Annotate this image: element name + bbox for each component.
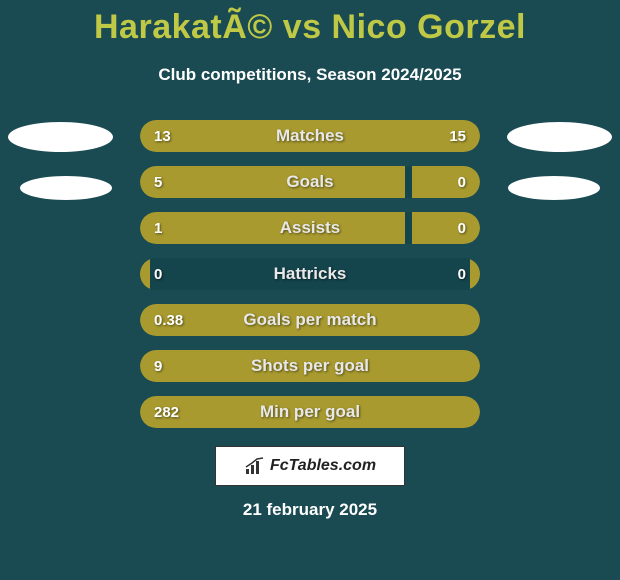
- stat-label: Assists: [140, 212, 480, 244]
- season-subtitle: Club competitions, Season 2024/2025: [0, 65, 620, 85]
- stat-label: Min per goal: [140, 396, 480, 428]
- stat-label: Matches: [140, 120, 480, 152]
- stat-row: 0.38Goals per match: [140, 304, 480, 336]
- chart-icon: [244, 457, 266, 475]
- player1-badge-top: [8, 122, 113, 152]
- player1-badge-bottom: [20, 176, 112, 200]
- stat-row: 5Goals0: [140, 166, 480, 198]
- stat-row: 282Min per goal: [140, 396, 480, 428]
- player2-badge-bottom: [508, 176, 600, 200]
- stat-label: Goals: [140, 166, 480, 198]
- stats-bars: 13Matches155Goals01Assists00Hattricks00.…: [140, 120, 480, 442]
- comparison-date: 21 february 2025: [0, 500, 620, 520]
- logo-text: FcTables.com: [270, 457, 376, 475]
- stat-label: Goals per match: [140, 304, 480, 336]
- comparison-title: HarakatÃ© vs Nico Gorzel: [0, 0, 620, 47]
- stat-row: 9Shots per goal: [140, 350, 480, 382]
- fctables-logo: FcTables.com: [215, 446, 405, 486]
- stat-right-value: 15: [449, 120, 466, 152]
- stat-row: 0Hattricks0: [140, 258, 480, 290]
- stat-row: 1Assists0: [140, 212, 480, 244]
- player2-badge-top: [507, 122, 612, 152]
- stat-row: 13Matches15: [140, 120, 480, 152]
- stat-right-value: 0: [458, 258, 466, 290]
- stat-label: Shots per goal: [140, 350, 480, 382]
- stat-label: Hattricks: [140, 258, 480, 290]
- stat-right-value: 0: [458, 212, 466, 244]
- stat-right-value: 0: [458, 166, 466, 198]
